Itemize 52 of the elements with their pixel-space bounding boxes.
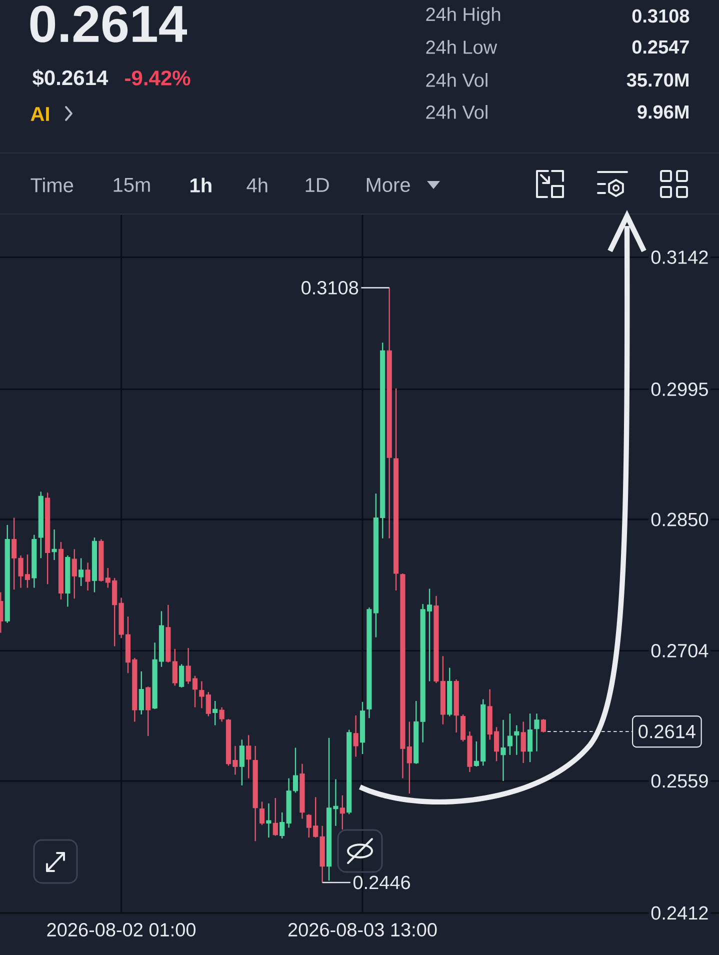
y-tick-label: 0.2559 (651, 774, 708, 788)
text: AI (30, 107, 49, 121)
candlestick (520, 721, 526, 764)
text: 0.3108 (632, 9, 690, 23)
text: 24h High (426, 7, 500, 25)
candlestick (540, 718, 546, 734)
candlestick (85, 562, 90, 592)
candlestick (534, 712, 540, 752)
y-tick-label: 0.2412 (651, 906, 708, 920)
ref-line-label: 0.2614 (638, 724, 696, 738)
y-tick-label: 0.2995 (651, 382, 708, 396)
candlestick (138, 670, 144, 716)
candlestick (239, 739, 244, 786)
x-tick-label: 2026-08-03 13:00 (288, 923, 437, 937)
text: More (366, 178, 410, 192)
text: 0.2547 (632, 40, 689, 54)
text: 35.70M (626, 73, 688, 87)
candlestick (353, 714, 358, 758)
candlestick (246, 734, 252, 779)
candlestick (500, 719, 506, 782)
candlestick (146, 686, 151, 737)
candlestick (272, 797, 278, 836)
text: -9.42% (125, 70, 190, 86)
text: 1h (190, 178, 212, 192)
text: 24h Vol (426, 105, 488, 119)
x-tick-label: 2026-08-02 01:00 (47, 923, 196, 937)
y-tick-label: 0.3142 (651, 250, 708, 264)
candlestick (52, 528, 57, 561)
text: 1D (306, 178, 329, 192)
candlestick (340, 794, 345, 830)
candlestick (219, 706, 224, 722)
text: 24h Vol (426, 73, 488, 87)
candlestick (179, 664, 184, 688)
text: 24h Low (426, 40, 498, 54)
text: Time (30, 178, 74, 192)
candlestick (266, 802, 272, 838)
candlestick (72, 548, 77, 600)
candlestick (78, 558, 84, 587)
candlestick (514, 724, 520, 756)
text: 9.96M (638, 105, 688, 119)
y-tick-label: 0.2850 (651, 512, 708, 526)
candlestick (212, 700, 218, 726)
candlestick (507, 712, 512, 756)
annotation: 0.3108 (302, 281, 358, 294)
text: 4h (246, 178, 268, 192)
y-tick-label: 0.2704 (651, 644, 708, 658)
annotation: 0.2446 (353, 876, 410, 890)
candlestick (259, 801, 265, 826)
text: $0.2614 (32, 69, 108, 87)
candlestick (527, 712, 533, 763)
text: 0.2614 (30, 6, 188, 42)
text: 15m (114, 178, 150, 192)
